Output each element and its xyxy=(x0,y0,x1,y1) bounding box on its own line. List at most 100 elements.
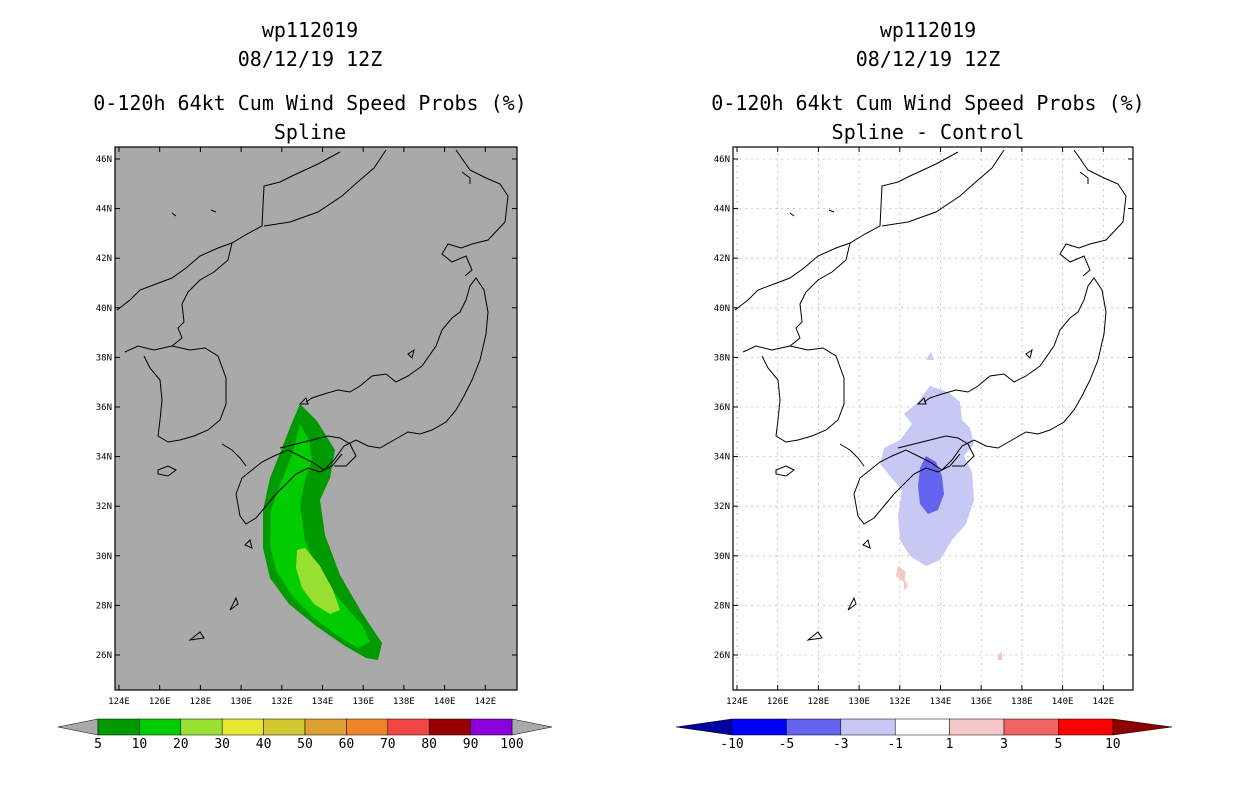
right-colorbar-cell xyxy=(840,718,896,736)
right-colorbar-label: -5 xyxy=(779,737,795,752)
left-colorbar-cell xyxy=(139,718,182,736)
diff-contour-minus1-spot xyxy=(926,352,934,360)
prob-contour-20 xyxy=(296,548,340,614)
left-colorbar-cell xyxy=(97,718,140,736)
right-lat-label: 26N xyxy=(714,651,730,661)
right-lon-label: 136E xyxy=(970,697,992,707)
left-colorbar-cell xyxy=(263,718,306,736)
right-colorbar-label: 1 xyxy=(946,737,954,752)
left-colorbar-label: 100 xyxy=(500,737,523,752)
right-lon-label: 138E xyxy=(1011,697,1033,707)
left-lat-label: 30N xyxy=(96,552,112,562)
left-lat-label: 46N xyxy=(96,155,112,165)
left-colorbar-cell xyxy=(221,718,264,736)
right-lon-label: 132E xyxy=(889,697,911,707)
left-colorbar-label: 80 xyxy=(421,737,437,752)
right-lon-label: 130E xyxy=(848,697,870,707)
right-lat-ticks: 46N 44N 42N 40N 38N 36N 34N 32N 30N 28N 26N xyxy=(714,155,1133,661)
left-lon-label: 142E xyxy=(474,697,496,707)
left-lon-label: 130E xyxy=(230,697,252,707)
diff-contour-minus3 xyxy=(918,456,944,514)
right-colorbar-label: -3 xyxy=(833,737,849,752)
right-storm-id: wp112019 xyxy=(880,18,976,42)
right-lat-label: 38N xyxy=(714,353,730,363)
left-subtitle: Spline xyxy=(274,120,346,144)
left-colorbar-low-arrow xyxy=(57,718,99,736)
right-colorbar-cell xyxy=(894,718,950,736)
right-lat-label: 44N xyxy=(714,205,730,215)
left-storm-id: wp112019 xyxy=(262,18,358,42)
left-colorbar-label: 70 xyxy=(380,737,396,752)
right-colorbar-cell xyxy=(731,718,787,736)
right-colorbar-cell xyxy=(1058,718,1114,736)
right-title: 0-120h 64kt Cum Wind Speed Probs (%) xyxy=(711,91,1144,115)
right-lat-label: 28N xyxy=(714,601,730,611)
right-gridlines xyxy=(733,147,1133,690)
left-lon-ticks: 124E 126E 128E 130E 132E 134E 136E 138E 140E 142E xyxy=(108,147,496,707)
left-colorbar-high-arrow xyxy=(511,718,553,736)
right-datetime: 08/12/19 12Z xyxy=(856,47,1001,71)
left-colorbar-cell xyxy=(304,718,347,736)
right-lon-label: 140E xyxy=(1052,697,1074,707)
right-lat-label: 40N xyxy=(714,304,730,314)
left-lon-label: 136E xyxy=(352,697,374,707)
left-lon-label: 138E xyxy=(393,697,415,707)
left-lat-label: 34N xyxy=(96,453,112,463)
right-colorbar-cell xyxy=(1003,718,1059,736)
right-colorbar-low-arrow xyxy=(675,718,733,736)
left-colorbar-label: 5 xyxy=(94,737,102,752)
right-lat-label: 34N xyxy=(714,453,730,463)
right-colorbar-label: 10 xyxy=(1105,737,1121,752)
right-colorbar-cell xyxy=(786,718,842,736)
left-colorbar-cell xyxy=(346,718,389,736)
right-lat-label: 32N xyxy=(714,502,730,512)
left-lon-label: 134E xyxy=(312,697,334,707)
left-colorbar-label: 60 xyxy=(339,737,355,752)
right-colorbar-label: -1 xyxy=(887,737,903,752)
right-lon-label: 126E xyxy=(767,697,789,707)
right-colorbar-label: 5 xyxy=(1054,737,1062,752)
right-lon-ticks: 124E 126E 128E 130E 132E 134E 136E 138E 140E 142E xyxy=(726,147,1114,707)
left-title: 0-120h 64kt Cum Wind Speed Probs (%) xyxy=(93,91,526,115)
left-lat-label: 40N xyxy=(96,304,112,314)
left-colorbar-cell xyxy=(387,718,430,736)
left-lat-label: 42N xyxy=(96,254,112,264)
left-colorbar-label: 40 xyxy=(256,737,272,752)
prob-contour-10 xyxy=(270,424,370,648)
left-lat-label: 36N xyxy=(96,403,112,413)
right-lat-label: 36N xyxy=(714,403,730,413)
left-datetime: 08/12/19 12Z xyxy=(238,47,383,71)
diff-contour-plus1-b xyxy=(904,578,908,590)
left-colorbar-label: 20 xyxy=(173,737,189,752)
right-subtitle: Spline - Control xyxy=(832,120,1025,144)
right-lat-label: 30N xyxy=(714,552,730,562)
left-colorbar-cell xyxy=(470,718,513,736)
right-lon-label: 142E xyxy=(1092,697,1114,707)
left-lat-ticks: 46N 44N 42N 40N 38N 36N 34N 32N 30N 28N 26N xyxy=(96,155,517,661)
left-lat-label: 28N xyxy=(96,601,112,611)
diff-contour-plus1-a xyxy=(896,566,906,582)
left-lat-label: 32N xyxy=(96,502,112,512)
left-colorbar-label: 50 xyxy=(297,737,313,752)
diff-contour-plus1-c xyxy=(998,652,1002,660)
right-lat-label: 42N xyxy=(714,254,730,264)
left-lon-label: 126E xyxy=(149,697,171,707)
right-colorbar-high-arrow xyxy=(1112,718,1173,736)
right-colorbar-cell xyxy=(949,718,1005,736)
left-colorbar-cell xyxy=(180,718,223,736)
left-lat-label: 44N xyxy=(96,205,112,215)
left-lon-label: 132E xyxy=(271,697,293,707)
left-lon-label: 140E xyxy=(434,697,456,707)
right-colorbar: -10 -5 -3 -1 1 3 5 10 xyxy=(675,718,1173,752)
right-lon-label: 128E xyxy=(808,697,830,707)
left-lon-label: 124E xyxy=(108,697,130,707)
left-colorbar-label: 90 xyxy=(463,737,479,752)
right-lon-label: 134E xyxy=(930,697,952,707)
right-panel: wp112019 08/12/19 12Z 0-120h 64kt Cum Wi… xyxy=(675,18,1173,752)
left-coastlines xyxy=(116,149,509,641)
left-colorbar-label: 30 xyxy=(214,737,230,752)
right-lon-label: 124E xyxy=(726,697,748,707)
left-colorbar-cell xyxy=(428,718,471,736)
right-lat-label: 46N xyxy=(714,155,730,165)
left-lon-label: 128E xyxy=(190,697,212,707)
